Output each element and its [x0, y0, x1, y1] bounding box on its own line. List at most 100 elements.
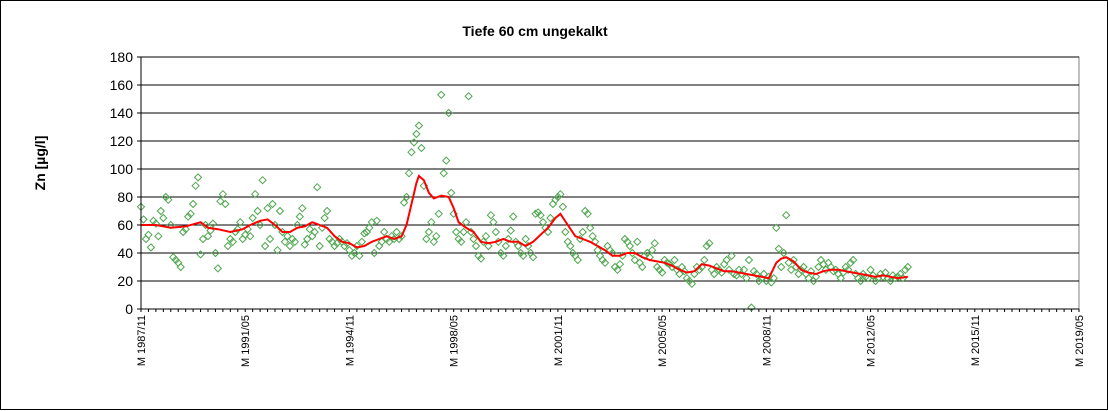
y-axis-ticks: 0 20 40 60 80 100 120 140 160 180 [110, 49, 141, 317]
data-point [806, 266, 816, 276]
data-point [427, 217, 436, 227]
data-point [372, 216, 381, 226]
data-point [566, 241, 575, 251]
data-point [255, 220, 265, 230]
data-point [193, 173, 203, 182]
data-point [501, 241, 510, 251]
data-point [144, 230, 153, 240]
data-point [402, 192, 411, 202]
data-point [471, 241, 481, 251]
data-point [250, 189, 260, 199]
data-point [208, 219, 218, 228]
y-tick-label: 80 [117, 189, 133, 205]
data-point [727, 251, 736, 261]
data-point [754, 276, 764, 286]
data-point [429, 237, 439, 247]
data-point [702, 241, 711, 251]
gridlines [141, 56, 1079, 282]
data-point [724, 265, 734, 275]
x-tick-label: M 1987/11 [136, 315, 148, 366]
data-point [253, 206, 262, 216]
data-point [442, 156, 451, 165]
data-point [774, 244, 783, 254]
data-point [432, 231, 441, 241]
data-point [216, 196, 225, 206]
data-point [290, 237, 300, 247]
data-point [273, 245, 282, 255]
data-point [856, 276, 865, 286]
data-point [531, 209, 540, 219]
data-point [164, 195, 173, 205]
data-point [322, 206, 332, 216]
data-point [285, 241, 295, 251]
data-point [769, 273, 778, 283]
data-point [424, 227, 434, 237]
data-point [628, 248, 637, 258]
data-point [513, 241, 523, 251]
data-point [777, 262, 786, 272]
data-point [379, 227, 389, 237]
data-point [241, 230, 250, 240]
chart-title: Tiefe 60 cm ungekalkt [462, 23, 608, 39]
data-point [722, 255, 731, 265]
data-point [347, 251, 357, 261]
data-point [154, 231, 163, 241]
data-point [633, 237, 642, 247]
data-point [638, 262, 647, 272]
data-point [630, 255, 640, 265]
data-point [399, 198, 409, 207]
data-point [218, 189, 228, 199]
data-point [476, 254, 486, 263]
data-point [871, 276, 880, 286]
data-point [459, 227, 468, 237]
data-point [340, 241, 349, 251]
data-point [903, 262, 912, 272]
data-point [298, 203, 307, 213]
data-point [821, 265, 831, 275]
data-point [365, 223, 374, 233]
data-point [690, 269, 699, 279]
data-point [260, 241, 270, 251]
data-point [409, 138, 419, 147]
data-point [546, 213, 555, 223]
data-point [625, 241, 635, 251]
data-point [615, 259, 625, 269]
data-point [866, 265, 875, 275]
data-point [434, 209, 443, 219]
y-tick-label: 20 [117, 273, 133, 289]
data-point [551, 195, 560, 205]
data-point [352, 241, 362, 251]
data-point [248, 213, 257, 223]
data-point [901, 265, 910, 275]
data-point [752, 269, 761, 279]
data-point [377, 237, 386, 247]
data-point [811, 272, 821, 282]
data-point [444, 108, 453, 118]
data-point [893, 272, 903, 282]
data-point [489, 217, 498, 227]
data-point [538, 217, 548, 227]
data-point [772, 223, 781, 233]
x-tick-label: M 2008/11 [761, 315, 773, 366]
x-tick-label: M 1991/05 [240, 315, 252, 367]
data-point [461, 217, 471, 227]
data-point [245, 231, 255, 241]
data-point [355, 251, 364, 261]
data-point [188, 199, 198, 209]
y-tick-label: 180 [110, 49, 134, 65]
data-point [781, 210, 791, 220]
data-point [350, 248, 359, 258]
y-tick-label: 0 [125, 301, 133, 317]
data-point [211, 248, 220, 258]
data-point [585, 223, 595, 233]
data-point [650, 238, 659, 248]
data-point [315, 241, 324, 251]
data-point [593, 245, 602, 255]
data-point [283, 231, 292, 241]
data-point [536, 210, 545, 220]
data-point [384, 237, 394, 247]
y-tick-label: 160 [110, 77, 134, 93]
data-point [330, 241, 339, 251]
data-point [191, 181, 200, 191]
data-point [814, 262, 823, 272]
